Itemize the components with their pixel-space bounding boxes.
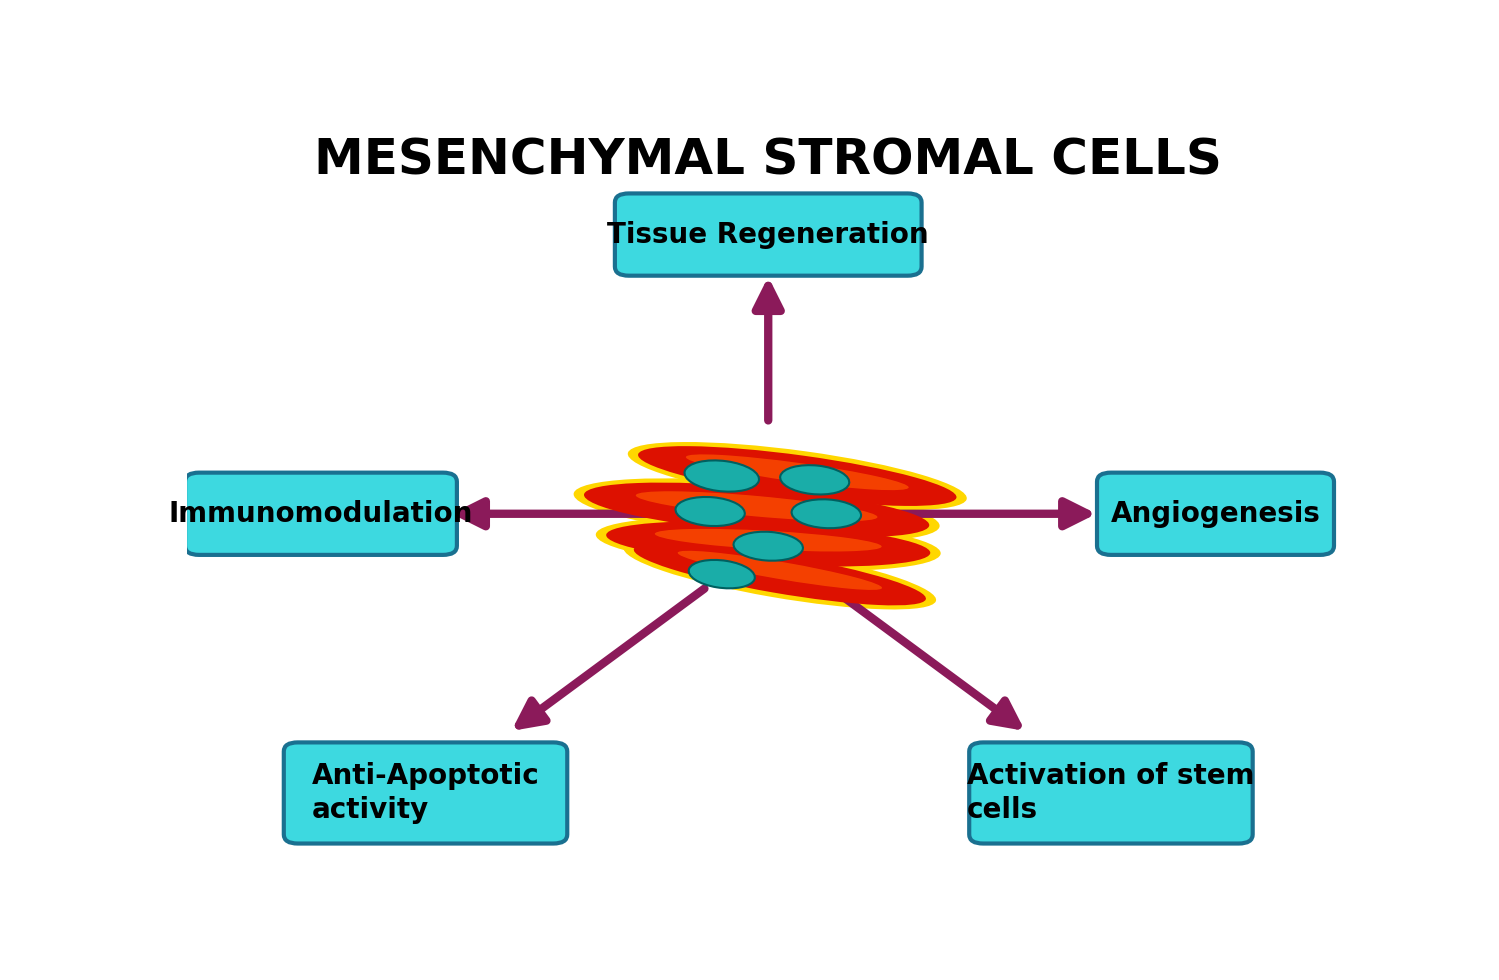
Ellipse shape: [628, 442, 967, 510]
Text: Angiogenesis: Angiogenesis: [1111, 500, 1321, 528]
FancyBboxPatch shape: [283, 743, 567, 844]
Ellipse shape: [655, 529, 881, 552]
Ellipse shape: [595, 516, 941, 571]
Ellipse shape: [685, 461, 758, 492]
Ellipse shape: [676, 497, 745, 526]
Text: Immunomodulation: Immunomodulation: [169, 500, 474, 528]
Ellipse shape: [688, 560, 755, 588]
Ellipse shape: [687, 455, 908, 490]
Text: Anti-Apoptotic
activity: Anti-Apoptotic activity: [312, 761, 540, 824]
Text: Activation of stem
cells: Activation of stem cells: [967, 761, 1255, 824]
Text: Tissue Regeneration: Tissue Regeneration: [607, 220, 929, 249]
Ellipse shape: [791, 500, 860, 528]
FancyBboxPatch shape: [184, 472, 457, 555]
Ellipse shape: [779, 466, 850, 495]
Ellipse shape: [634, 543, 926, 606]
Ellipse shape: [624, 539, 935, 610]
Ellipse shape: [636, 491, 877, 521]
FancyBboxPatch shape: [1097, 472, 1334, 555]
Ellipse shape: [733, 532, 803, 561]
Ellipse shape: [639, 446, 956, 506]
Ellipse shape: [574, 478, 940, 542]
FancyBboxPatch shape: [970, 743, 1253, 844]
Ellipse shape: [606, 521, 931, 566]
Text: MESENCHYMAL STROMAL CELLS: MESENCHYMAL STROMAL CELLS: [315, 136, 1222, 184]
Ellipse shape: [585, 482, 929, 537]
FancyBboxPatch shape: [615, 193, 922, 275]
Ellipse shape: [678, 551, 881, 590]
